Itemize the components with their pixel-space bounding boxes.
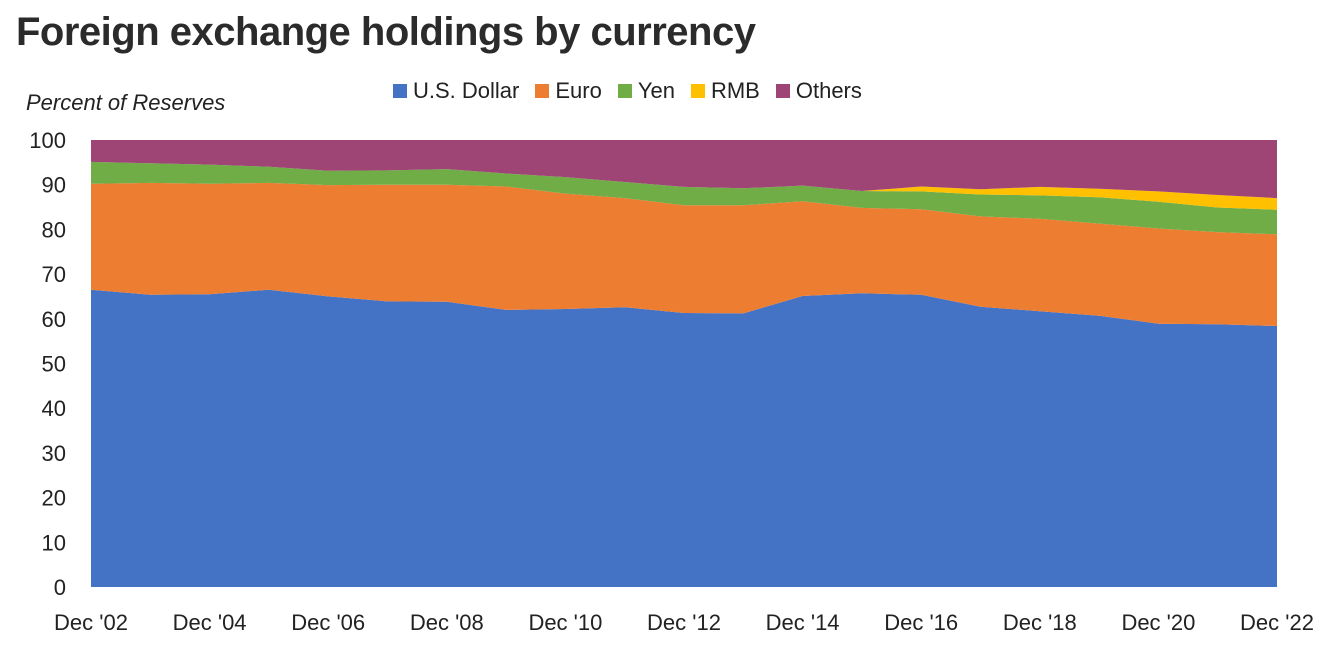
legend-label: U.S. Dollar bbox=[413, 78, 520, 103]
x-tick-label: Dec '02 bbox=[54, 610, 128, 635]
y-tick-label: 70 bbox=[42, 262, 66, 287]
y-tick-label: 60 bbox=[42, 307, 66, 332]
area-euro bbox=[91, 182, 1277, 326]
y-tick-label: 50 bbox=[42, 352, 66, 377]
y-tick-label: 0 bbox=[54, 575, 66, 600]
x-tick-label: Dec '18 bbox=[1003, 610, 1077, 635]
legend-label: RMB bbox=[710, 78, 760, 103]
x-tick-label: Dec '04 bbox=[173, 610, 247, 635]
chart-title: Foreign exchange holdings by currency bbox=[16, 10, 756, 54]
y-tick-label: 40 bbox=[42, 396, 66, 421]
legend-label: Yen bbox=[637, 78, 675, 103]
legend: U.S. Dollar Euro Yen RMB Others bbox=[393, 78, 862, 104]
y-tick-label: 30 bbox=[42, 441, 66, 466]
x-tick-label: Dec '20 bbox=[1121, 610, 1195, 635]
area-others bbox=[91, 140, 1277, 199]
legend-swatch bbox=[690, 84, 705, 98]
x-tick-label: Dec '14 bbox=[766, 610, 840, 635]
legend-item-rmb: RMB bbox=[690, 78, 760, 104]
legend-label: Others bbox=[795, 78, 862, 103]
legend-swatch bbox=[393, 84, 407, 98]
x-tick-label: Dec '06 bbox=[291, 610, 365, 635]
x-tick-label: Dec '16 bbox=[884, 610, 958, 635]
legend-swatch bbox=[617, 84, 632, 98]
area-yen bbox=[91, 161, 1277, 235]
legend-label: Euro bbox=[555, 78, 602, 103]
x-tick-label: Dec '22 bbox=[1240, 610, 1314, 635]
y-axis-label: Percent of Reserves bbox=[26, 90, 226, 115]
x-tick-label: Dec '10 bbox=[528, 610, 602, 635]
x-tick-label: Dec '12 bbox=[647, 610, 721, 635]
y-tick-label: 10 bbox=[42, 530, 66, 555]
legend-item-others: Others bbox=[775, 78, 862, 104]
y-tick-label: 80 bbox=[42, 217, 66, 242]
x-tick-label: Dec '08 bbox=[410, 610, 484, 635]
legend-swatch bbox=[775, 84, 790, 98]
y-tick-label: 90 bbox=[42, 173, 66, 198]
legend-item-u-s-dollar: U.S. Dollar bbox=[393, 78, 519, 104]
area-u-s-dollar bbox=[91, 289, 1277, 587]
legend-swatch bbox=[535, 84, 550, 98]
y-tick-label: 100 bbox=[29, 128, 66, 153]
y-tick-label: 20 bbox=[42, 486, 66, 511]
legend-item-yen: Yen bbox=[617, 78, 675, 104]
legend-item-euro: Euro bbox=[535, 78, 602, 104]
